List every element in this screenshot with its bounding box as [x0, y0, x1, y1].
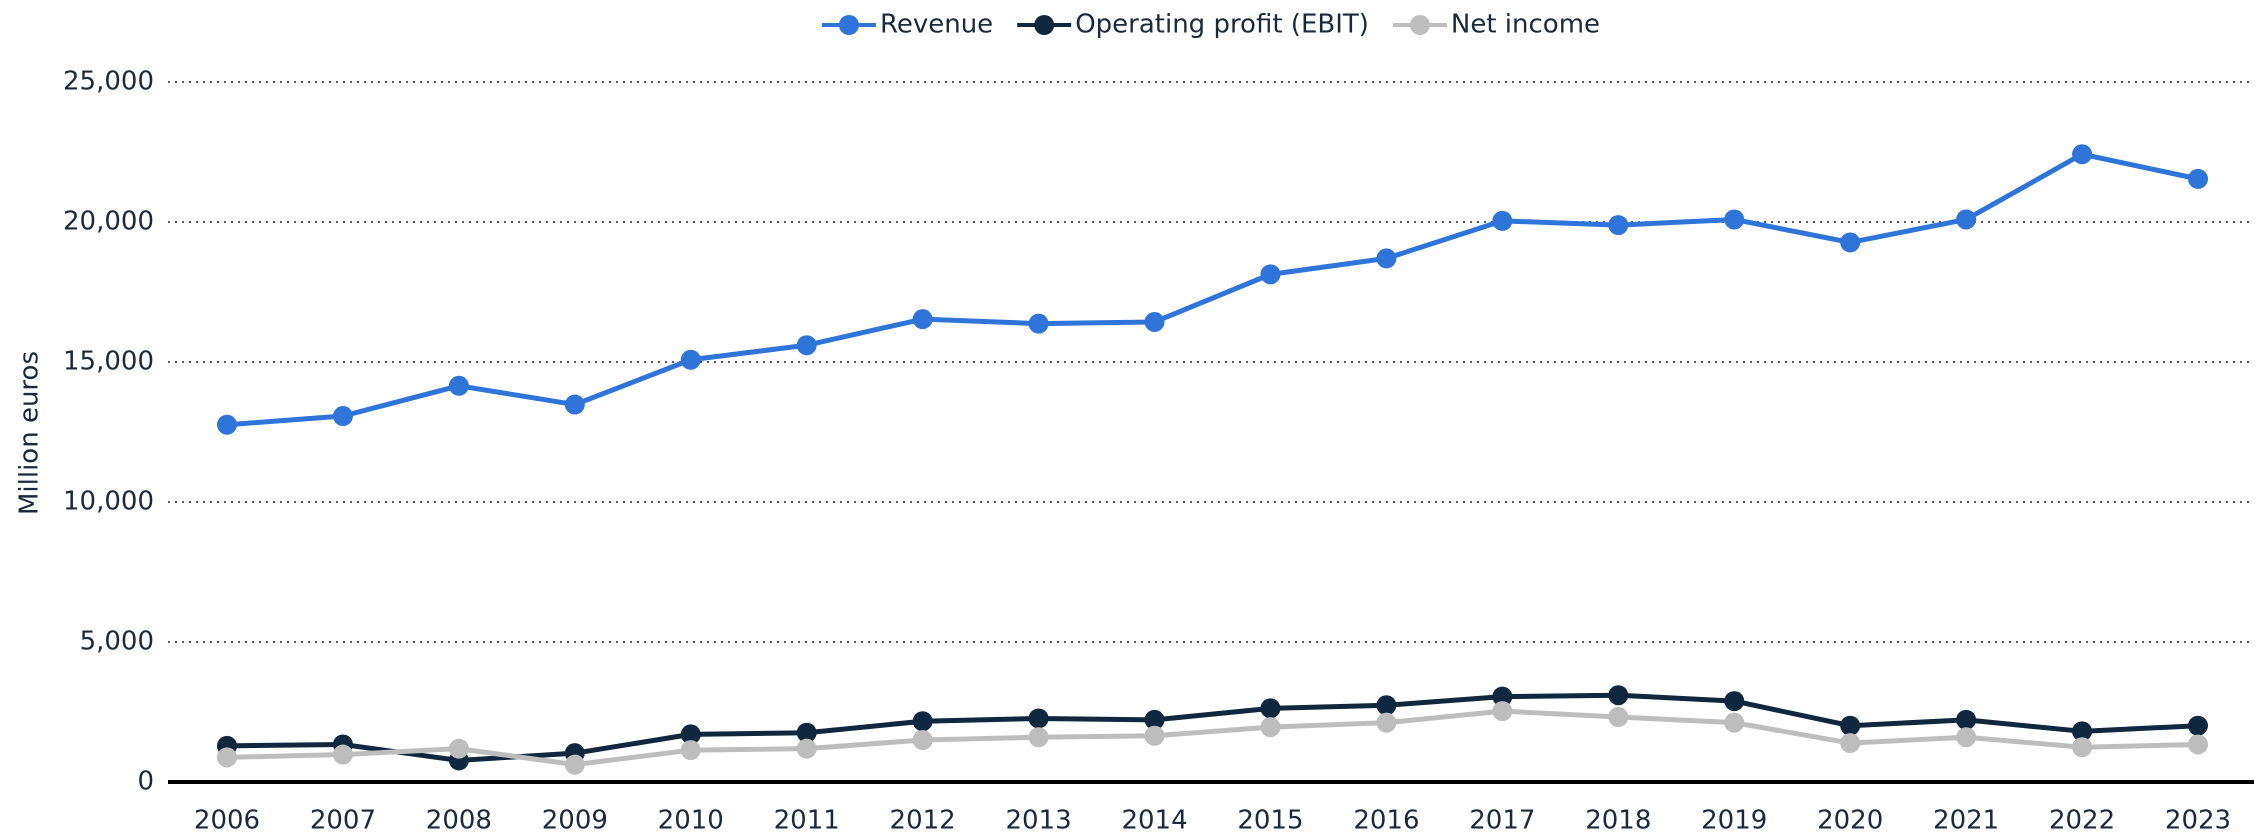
- data-point: [1724, 209, 1745, 230]
- data-point: [2072, 721, 2093, 742]
- data-point: [680, 724, 701, 745]
- data-point: [1376, 712, 1397, 733]
- x-tick-label: 2017: [1469, 806, 1535, 836]
- data-point: [1608, 215, 1629, 236]
- data-point: [1956, 727, 1977, 748]
- x-tick-label: 2023: [2165, 806, 2231, 836]
- data-point: [1956, 709, 1977, 730]
- x-tick-label: 2009: [542, 806, 608, 836]
- data-point: [217, 747, 237, 768]
- data-point: [2072, 737, 2093, 758]
- data-point: [1492, 686, 1513, 707]
- legend-label: Revenue: [880, 10, 993, 40]
- data-point: [1028, 708, 1049, 729]
- data-point: [1028, 313, 1049, 334]
- data-point: [564, 394, 585, 415]
- y-tick-label: 25,000: [63, 67, 154, 97]
- x-tick-label: 2021: [1933, 806, 1999, 836]
- legend-item: Net income: [1392, 10, 1600, 40]
- data-point: [1840, 232, 1861, 253]
- x-tick-label: 2012: [890, 806, 956, 836]
- data-point: [680, 740, 701, 761]
- data-point: [217, 414, 237, 435]
- data-point: [332, 406, 353, 427]
- legend-item: Operating profit (EBIT): [1017, 10, 1369, 40]
- x-tick-label: 2019: [1701, 806, 1767, 836]
- legend-item: Revenue: [821, 10, 993, 40]
- x-tick-label: 2010: [658, 806, 724, 836]
- data-point: [796, 722, 817, 743]
- y-tick-label: 5,000: [80, 627, 154, 657]
- x-tick-label: 2011: [774, 806, 840, 836]
- data-point: [1144, 311, 1165, 332]
- data-point: [1492, 210, 1513, 231]
- data-point: [1260, 264, 1281, 285]
- data-point: [564, 754, 585, 775]
- data-point: [796, 738, 817, 759]
- data-point: [1840, 733, 1861, 754]
- data-point: [2188, 715, 2208, 736]
- data-point: [448, 375, 469, 396]
- x-tick-label: 2007: [310, 806, 376, 836]
- data-point: [680, 349, 701, 370]
- legend-marker: [1409, 15, 1430, 35]
- series-line: [226, 151, 2199, 428]
- data-point: [912, 309, 933, 330]
- data-point: [2188, 734, 2208, 755]
- data-point: [2188, 168, 2208, 189]
- data-point: [1144, 725, 1165, 746]
- data-point: [1840, 715, 1861, 736]
- data-point: [1608, 707, 1629, 728]
- data-point: [332, 744, 353, 765]
- data-point: [1028, 727, 1049, 748]
- data-point: [1492, 701, 1513, 722]
- y-tick-label: 10,000: [63, 487, 154, 517]
- y-tick-label: 15,000: [63, 347, 154, 377]
- series-line: [226, 708, 2199, 768]
- data-point: [1260, 698, 1281, 719]
- x-tick-label: 2016: [1353, 806, 1419, 836]
- legend-label: Net income: [1451, 10, 1600, 40]
- data-point: [448, 738, 469, 759]
- x-tick-label: 2006: [194, 806, 260, 836]
- legend-marker: [1034, 15, 1055, 35]
- series-line: [226, 692, 2199, 763]
- y-tick-label: 20,000: [63, 207, 154, 237]
- data-point: [1144, 709, 1165, 730]
- data-point: [1376, 695, 1397, 716]
- data-point: [796, 335, 817, 356]
- data-point: [1376, 248, 1397, 269]
- data-point: [1956, 209, 1977, 230]
- data-point: [1260, 717, 1281, 738]
- data-point: [912, 730, 933, 750]
- data-point: [1724, 691, 1745, 712]
- x-tick-label: 2015: [1237, 806, 1303, 836]
- data-point: [2072, 144, 2093, 165]
- x-tick-label: 2014: [1121, 806, 1187, 836]
- y-axis-label: Million euros: [15, 351, 45, 515]
- x-tick-label: 2008: [426, 806, 492, 836]
- x-tick-label: 2013: [1006, 806, 1072, 836]
- data-point: [1608, 685, 1629, 706]
- data-point: [912, 711, 933, 732]
- data-point: [1724, 712, 1745, 733]
- y-tick-label: 0: [137, 767, 154, 797]
- x-tick-label: 2020: [1817, 806, 1883, 836]
- legend-label: Operating profit (EBIT): [1075, 10, 1369, 40]
- x-tick-label: 2022: [2049, 806, 2115, 836]
- x-tick-label: 2018: [1585, 806, 1651, 836]
- legend-marker: [838, 15, 859, 35]
- legend: Revenue Operating profit (EBIT) Net income: [821, 10, 1600, 40]
